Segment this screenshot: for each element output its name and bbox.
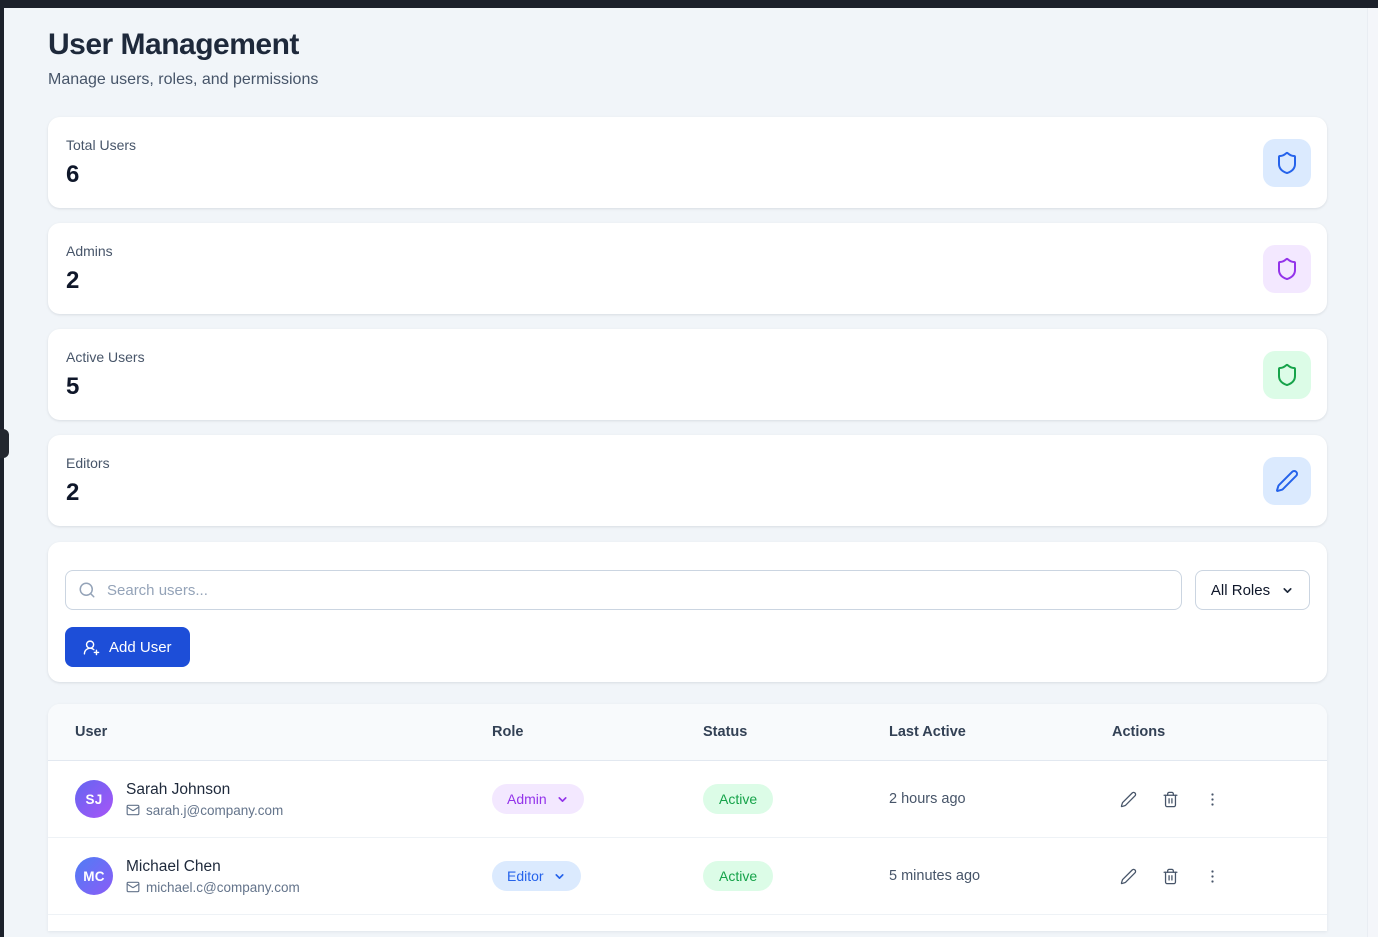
- stat-info: Editors 2: [66, 455, 110, 507]
- stat-value: 5: [66, 372, 80, 400]
- page-title: User Management: [48, 28, 299, 61]
- toolbar: All Roles Add User: [48, 542, 1327, 682]
- stats-section: Total Users 6 Admins 2 Active Users 5: [48, 117, 1327, 526]
- edit-button[interactable]: [1120, 791, 1137, 808]
- stat-card-admins: Admins 2: [48, 223, 1327, 314]
- stat-card-total-users: Total Users 6: [48, 117, 1327, 208]
- more-options-button[interactable]: [1204, 868, 1221, 885]
- user-management-page: User Management Manage users, roles, and…: [48, 8, 1327, 931]
- left-edge-handle[interactable]: [0, 429, 9, 458]
- stat-info: Active Users 5: [66, 349, 145, 401]
- pencil-icon: [1120, 791, 1137, 807]
- role-value: Admin: [507, 791, 547, 807]
- avatar: SJ: [75, 780, 113, 818]
- status-cell: Active: [703, 784, 889, 814]
- status-cell: Active: [703, 861, 889, 891]
- table-row-clipped: [48, 915, 1327, 931]
- column-header-user: User: [75, 724, 108, 740]
- last-active-cell: 2 hours ago: [889, 791, 966, 807]
- actions-cell: [1112, 791, 1327, 808]
- user-identity: Michael Chen michael.c@company.com: [126, 858, 300, 895]
- stat-label: Admins: [66, 242, 113, 259]
- scrollbar[interactable]: [1367, 8, 1378, 937]
- user-cell: SJ Sarah Johnson sarah.j@company.com: [75, 780, 492, 818]
- stat-label: Total Users: [66, 136, 137, 153]
- stat-info: Total Users 6: [66, 137, 136, 189]
- role-value: Editor: [507, 868, 544, 884]
- table-header-row: User Role Status Last Active Actions: [48, 704, 1327, 761]
- search-input[interactable]: [65, 570, 1182, 610]
- role-filter-value: All Roles: [1210, 581, 1271, 599]
- stat-value: 2: [66, 266, 80, 294]
- role-select[interactable]: Editor: [492, 861, 581, 891]
- user-identity: Sarah Johnson sarah.j@company.com: [126, 781, 283, 818]
- column-header-status: Status: [703, 724, 748, 740]
- role-filter-select[interactable]: All Roles: [1195, 570, 1310, 610]
- shield-icon: [1263, 138, 1311, 187]
- column-header-actions: Actions: [1112, 724, 1166, 740]
- user-email: sarah.j@company.com: [126, 803, 283, 818]
- toolbar-top-row: All Roles: [65, 570, 1310, 610]
- stat-value: 2: [66, 478, 80, 506]
- shield-icon: [1263, 350, 1311, 399]
- window-frame-top: [0, 0, 1378, 8]
- more-vertical-icon: [1211, 792, 1214, 806]
- status-badge: Active: [703, 784, 774, 814]
- last-active-cell: 5 minutes ago: [889, 868, 981, 884]
- page-header: User Management Manage users, roles, and…: [48, 28, 1327, 89]
- chevron-down-icon: [1283, 587, 1292, 593]
- column-header-last-active: Last Active: [889, 724, 966, 740]
- user-cell: MC Michael Chen michael.c@company.com: [75, 857, 492, 895]
- trash-icon: [1163, 868, 1178, 884]
- more-options-button[interactable]: [1204, 791, 1221, 808]
- role-cell: Editor: [492, 861, 703, 891]
- column-header-role: Role: [492, 724, 524, 740]
- trash-icon: [1163, 791, 1178, 807]
- role-select[interactable]: Admin: [492, 784, 584, 814]
- stat-info: Admins 2: [66, 243, 113, 295]
- mail-icon: [126, 804, 140, 816]
- users-table: User Role Status Last Active Actions SJ …: [48, 704, 1327, 931]
- more-vertical-icon: [1211, 869, 1214, 883]
- stat-card-editors: Editors 2: [48, 435, 1327, 526]
- stat-value: 6: [66, 160, 80, 188]
- avatar: MC: [75, 857, 113, 895]
- user-name: Michael Chen: [126, 857, 221, 875]
- status-badge: Active: [703, 861, 774, 891]
- chevron-down-icon: [558, 796, 567, 802]
- actions-cell: [1112, 868, 1327, 885]
- window-frame-left: [0, 0, 4, 937]
- table-row: MC Michael Chen michael.c@company.com Ed…: [48, 838, 1327, 915]
- search-icon: [79, 582, 95, 598]
- stat-card-active-users: Active Users 5: [48, 329, 1327, 420]
- page-subtitle: Manage users, roles, and permissions: [48, 71, 319, 88]
- user-plus-icon: [83, 639, 100, 655]
- user-name: Sarah Johnson: [126, 780, 231, 798]
- user-email: michael.c@company.com: [126, 880, 300, 895]
- pencil-icon: [1263, 456, 1311, 505]
- add-user-label: Add User: [109, 638, 172, 656]
- add-user-button[interactable]: Add User: [65, 627, 190, 667]
- edit-button[interactable]: [1120, 868, 1137, 885]
- table-row: SJ Sarah Johnson sarah.j@company.com Adm…: [48, 761, 1327, 838]
- stat-label: Active Users: [66, 348, 145, 365]
- stat-label: Editors: [66, 454, 110, 471]
- delete-button[interactable]: [1162, 791, 1179, 808]
- shield-icon: [1263, 244, 1311, 293]
- user-email-text: sarah.j@company.com: [146, 802, 284, 818]
- role-cell: Admin: [492, 784, 703, 814]
- chevron-down-icon: [555, 873, 564, 879]
- mail-icon: [126, 881, 140, 893]
- pencil-icon: [1120, 868, 1137, 884]
- user-email-text: michael.c@company.com: [146, 879, 300, 895]
- search-field-wrap: [65, 570, 1182, 610]
- delete-button[interactable]: [1162, 868, 1179, 885]
